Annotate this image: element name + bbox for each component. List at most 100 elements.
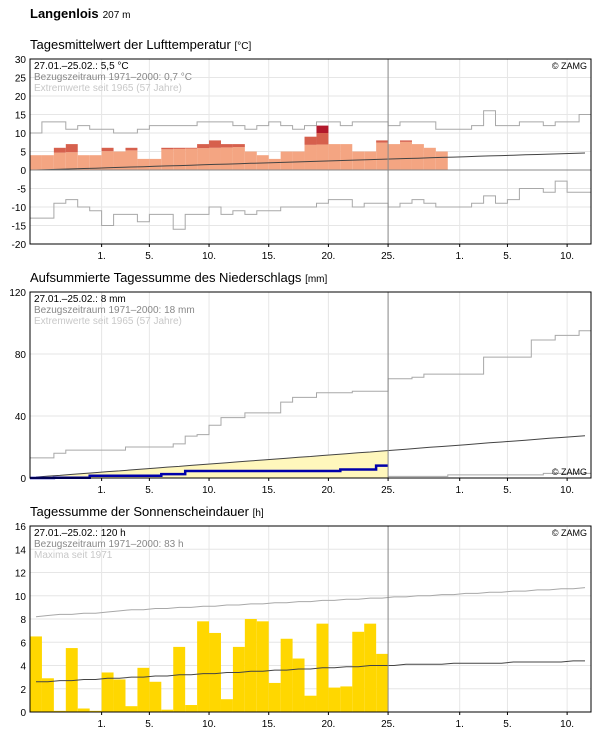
sunshine-title-text: Tagessumme der Sonnenscheindauer [30,504,249,519]
temperature-bar [197,148,210,170]
sunshine-bar [77,708,90,712]
temperature-bar [89,155,102,170]
precipitation-x-tick-label: 5. [145,485,153,496]
sunshine-bar [125,706,138,712]
precipitation-x-tick-label: 20. [321,485,335,496]
temperature-y-tick-label: -15 [12,222,27,233]
sunshine-chart-title: Tagessumme der Sonnenscheindauer [h] [30,504,264,519]
precipitation-reference-line [35,435,586,478]
precipitation-chart: 0 40 80 120 1. 5. 10. 15. 20. 25. 1. 5. 10. 27.01.–25… [9,288,592,496]
temperature-copyright: © ZAMG [552,61,587,71]
precipitation-y-tick-label: 80 [15,350,27,361]
precipitation-x-tick-label: 10. [560,485,574,496]
precipitation-title-text: Aufsummierte Tagessumme des Niederschlag… [30,270,302,285]
temperature-bar [435,151,448,170]
sunshine-bar [149,681,162,712]
temperature-title-text: Tagesmittelwert der Lufttemperatur [30,37,231,52]
temperature-bar [328,144,341,170]
sunshine-bar [268,682,281,712]
sunshine-max-line [35,587,586,618]
sunshine-y-tick-label: 10 [15,592,27,603]
sunshine-bar [30,636,42,712]
temperature-bar [400,141,412,170]
sunshine-bar [352,631,365,712]
precipitation-info-line: Bezugszeitraum 1971–2000: 18 mm [34,305,195,316]
sunshine-y-tick-label: 6 [20,638,26,649]
sunshine-bar [113,679,126,712]
temperature-anomaly-bar [316,133,329,145]
sunshine-y-tick-label: 8 [20,615,26,626]
temperature-max-line [30,110,591,134]
sunshine-plot-frame [29,525,592,713]
temperature-bar [137,158,150,170]
temperature-bar [41,155,54,170]
sunshine-info-line: Maxima seit 1971 [34,550,113,561]
temperature-bar [292,151,305,170]
temperature-anomaly-bar [197,144,210,149]
temperature-bar [244,151,257,170]
temperature-bar [304,144,317,170]
temperature-x-tick-label: 15. [262,251,276,262]
temperature-extreme-bar [316,125,329,133]
temperature-bar [352,151,365,170]
temperature-bar [30,155,42,170]
temperature-bar [280,151,293,170]
temperature-anomaly-bar [232,144,245,148]
precipitation-x-tick-label: 10. [202,485,216,496]
precipitation-info-line: Extremwerte seit 1965 (57 Jahre) [34,316,182,327]
temperature-bar [113,151,126,170]
sunshine-bar [137,667,150,712]
sunshine-x-tick-label: 10. [202,719,216,729]
sunshine-y-tick-label: 2 [20,685,26,696]
temperature-bar [376,142,389,170]
temperature-bar [77,155,90,170]
temperature-x-tick-label: 25. [381,251,395,262]
sunshine-info-line: 27.01.–25.02.: 120 h [34,528,126,539]
temperature-anomaly-bar [53,147,66,153]
temperature-bar [388,144,401,170]
sunshine-x-tick-label: 20. [321,719,335,729]
temperature-anomaly-bar [185,147,198,149]
sunshine-x-tick-label: 1. [456,719,464,729]
temperature-bar [185,148,198,170]
station-header: Langenlois 207 m [30,6,130,21]
sunshine-y-tick-label: 14 [15,545,27,556]
temperature-bar [53,152,66,170]
sunshine-x-tick-label: 25. [381,719,395,729]
station-name: Langenlois [30,6,99,21]
temperature-info-line: Bezugszeitraum 1971–2000: 0,7 °C [34,72,192,83]
temperature-anomaly-bar [161,147,174,150]
sunshine-bar [173,646,186,712]
precipitation-info-line: 27.01.–25.02.: 8 mm [34,294,126,305]
precipitation-y-tick-label: 0 [20,474,26,485]
temperature-x-tick-label: 20. [321,251,335,262]
temperature-min-line [30,180,591,230]
temperature-chart-title: Tagesmittelwert der Lufttemperatur [°C] [30,37,251,52]
temperature-y-tick-label: -20 [12,240,27,251]
sunshine-bar [53,710,66,712]
precipitation-x-tick-label: 1. [97,485,105,496]
temperature-anomaly-bar [376,140,389,143]
sunshine-reference-line [36,660,585,683]
temperature-bar [101,151,114,170]
sunshine-bar [292,658,305,712]
temperature-x-tick-label: 5. [145,251,153,262]
precipitation-x-tick-label: 5. [503,485,511,496]
temperature-y-tick-label: 15 [15,111,27,122]
precipitation-x-tick-label: 25. [381,485,395,496]
precipitation-unit: [mm] [305,274,328,285]
temperature-info-line: 27.01.–25.02.: 5,5 °C [34,61,129,72]
temperature-y-tick-label: 10 [15,129,27,140]
temperature-y-tick-label: -10 [12,203,27,214]
temperature-x-tick-label: 1. [97,251,105,262]
sunshine-bar [161,709,174,712]
precipitation-x-tick-label: 1. [456,485,464,496]
sunshine-x-tick-label: 10. [560,719,574,729]
sunshine-bar [89,710,102,712]
temperature-bar [65,152,78,170]
sunshine-bar [41,678,54,712]
sunshine-bar [244,619,257,712]
temperature-anomaly-bar [65,144,78,153]
temperature-bar [316,144,329,170]
